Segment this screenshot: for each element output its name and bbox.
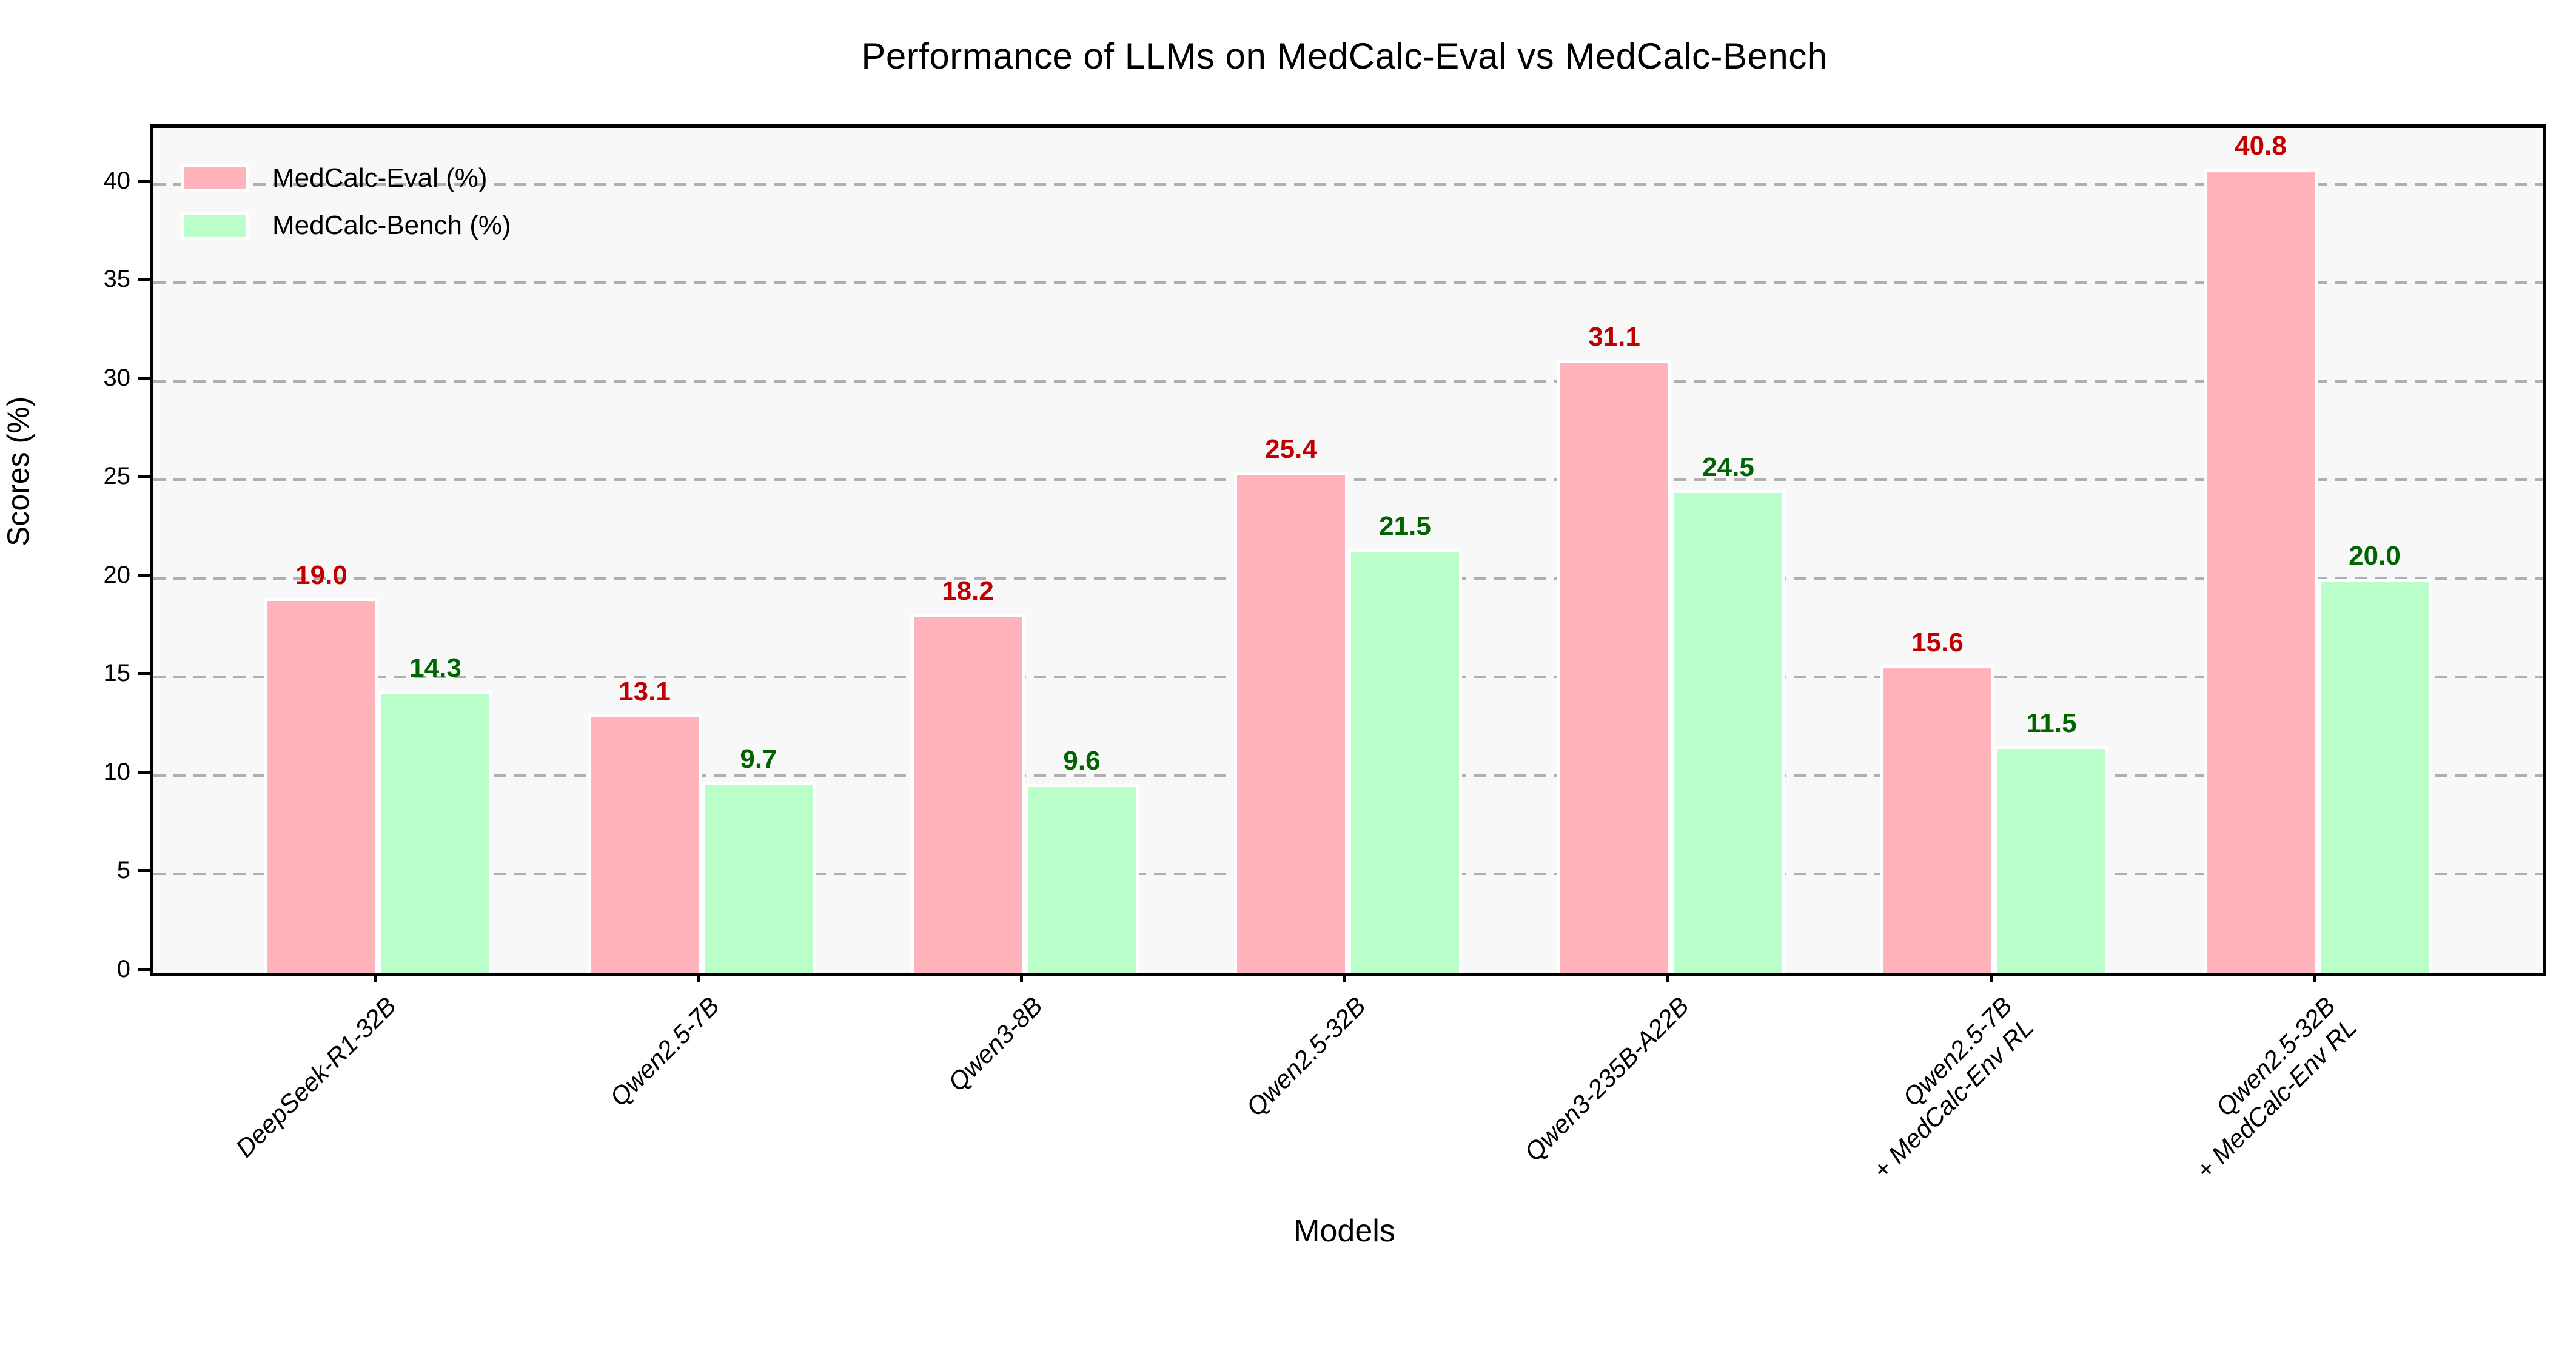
bar-value-label-eval-4: 31.1 — [1588, 322, 1640, 352]
y-tick-mark-25 — [138, 475, 150, 478]
bar-bench-1 — [702, 781, 816, 973]
y-tick-mark-30 — [138, 376, 150, 380]
y-tick-mark-40 — [138, 179, 150, 183]
y-tick-mark-35 — [138, 278, 150, 281]
y-tick-mark-10 — [138, 770, 150, 774]
x-tick-mark-4 — [1666, 973, 1669, 982]
y-tick-mark-5 — [138, 869, 150, 873]
legend-label-eval: MedCalc-Eval (%) — [272, 163, 488, 193]
figure: Performance of LLMs on MedCalc-Eval vs M… — [1, 36, 2546, 1249]
y-tick-label-40: 40 — [103, 167, 131, 194]
bar-value-label-eval-3: 25.4 — [1265, 434, 1317, 465]
x-tick-mark-3 — [1343, 973, 1346, 982]
x-tick-label-3: Qwen2.5-32B — [1241, 991, 1371, 1122]
bar-value-label-bench-4: 24.5 — [1702, 452, 1754, 482]
x-tick-mark-1 — [697, 973, 700, 982]
bar-value-label-eval-2: 18.2 — [942, 576, 994, 606]
y-tick-mark-0 — [138, 968, 150, 971]
legend-label-bench: MedCalc-Bench (%) — [272, 210, 511, 240]
x-tick-mark-6 — [2313, 973, 2316, 982]
bar-value-label-eval-6: 40.8 — [2235, 130, 2287, 161]
bar-bench-0 — [378, 691, 492, 973]
bar-eval-1 — [588, 714, 702, 973]
bar-eval-4 — [1557, 360, 1671, 973]
y-tick-label-15: 15 — [103, 660, 131, 687]
y-tick-label-35: 35 — [103, 266, 131, 293]
y-tick-mark-15 — [138, 672, 150, 676]
y-tick-label-5: 5 — [116, 857, 130, 884]
x-tick-mark-0 — [374, 973, 377, 982]
bar-value-label-eval-1: 13.1 — [619, 677, 671, 707]
bar-value-label-eval-0: 19.0 — [295, 560, 347, 591]
y-axis-label: Scores (%) — [1, 396, 35, 546]
gridline-y-25 — [153, 478, 2543, 482]
plot-area: 19.0 13.1 18.2 25.4 31.1 15.6 40.8 14.3 9.7 9.6 21… — [150, 124, 2546, 976]
y-tick-label-10: 10 — [103, 758, 131, 785]
gridline-y-30 — [153, 380, 2543, 383]
legend-swatch-bench — [181, 212, 249, 240]
legend-swatch-eval — [181, 164, 249, 192]
bar-bench-5 — [1994, 746, 2108, 973]
bar-value-label-bench-0: 14.3 — [409, 653, 461, 683]
legend-item-eval: MedCalc-Eval (%) — [181, 155, 511, 202]
legend: MedCalc-Eval (%) MedCalc-Bench (%) — [181, 155, 511, 249]
bar-value-label-eval-5: 15.6 — [1911, 627, 1964, 657]
x-tick-mark-2 — [1020, 973, 1023, 982]
x-axis-label: Models — [1293, 1213, 1395, 1249]
x-tick-label-6: Qwen2.5-32B + MedCalc-Env RL — [2190, 991, 2362, 1185]
x-tick-label-1: Qwen2.5-7B — [604, 991, 725, 1112]
bar-eval-3 — [1234, 472, 1348, 973]
y-tick-label-30: 30 — [103, 364, 131, 391]
x-tick-label-2: Qwen3-8B — [942, 991, 1048, 1097]
gridline-y-35 — [153, 281, 2543, 284]
bar-eval-5 — [1880, 665, 1994, 973]
bar-eval-2 — [911, 614, 1025, 973]
bar-value-label-bench-1: 9.7 — [740, 743, 777, 774]
y-tick-label-0: 0 — [116, 956, 130, 982]
bar-value-label-bench-3: 21.5 — [1379, 511, 1431, 542]
gridline-y-40 — [153, 183, 2543, 186]
y-tick-label-20: 20 — [103, 561, 131, 588]
bar-bench-2 — [1025, 784, 1139, 973]
x-tick-mark-5 — [1990, 973, 1993, 982]
bar-value-label-bench-2: 9.6 — [1063, 745, 1101, 776]
bar-bench-4 — [1671, 489, 1785, 973]
bar-value-label-bench-6: 20.0 — [2349, 540, 2401, 571]
bar-eval-6 — [2204, 168, 2318, 973]
bar-bench-6 — [2318, 578, 2432, 973]
x-tick-label-4: Qwen3-235B-A22B — [1518, 991, 1694, 1167]
y-tick-mark-20 — [138, 573, 150, 577]
chart-title: Performance of LLMs on MedCalc-Eval vs M… — [861, 36, 1828, 76]
bar-bench-3 — [1348, 549, 1462, 973]
legend-item-bench: MedCalc-Bench (%) — [181, 202, 511, 249]
x-tick-label-0: DeepSeek-R1-32B — [230, 991, 401, 1163]
bar-eval-0 — [264, 598, 378, 973]
y-tick-label-25: 25 — [103, 463, 131, 490]
bar-value-label-bench-5: 11.5 — [2026, 708, 2077, 739]
x-tick-label-5: Qwen2.5-7B + MedCalc-Env RL — [1867, 991, 2039, 1185]
